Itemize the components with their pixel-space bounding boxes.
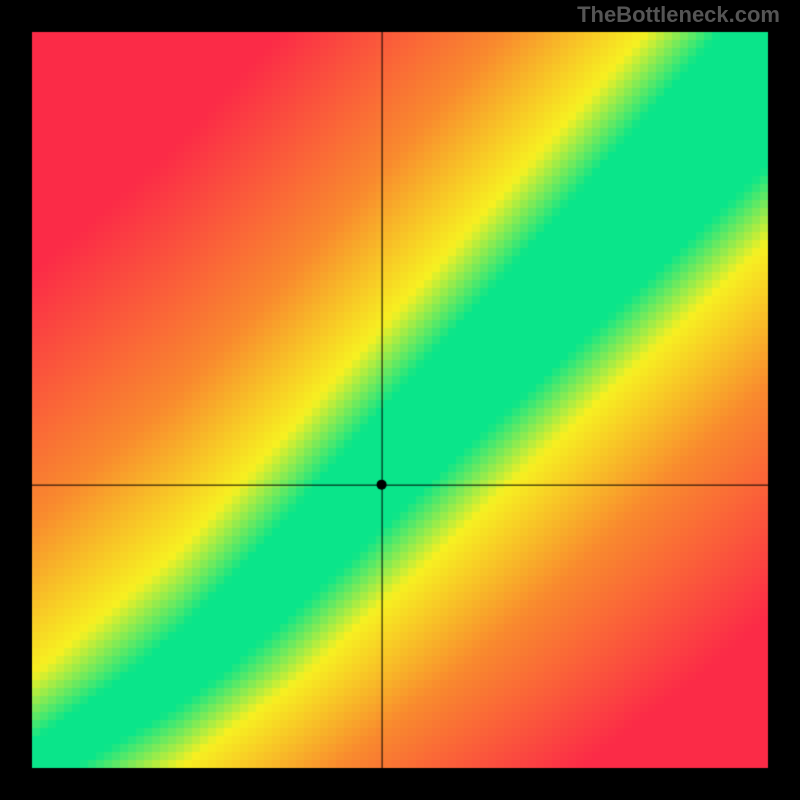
bottleneck-heatmap <box>0 0 800 800</box>
watermark-text: TheBottleneck.com <box>577 2 780 28</box>
chart-container: TheBottleneck.com <box>0 0 800 800</box>
